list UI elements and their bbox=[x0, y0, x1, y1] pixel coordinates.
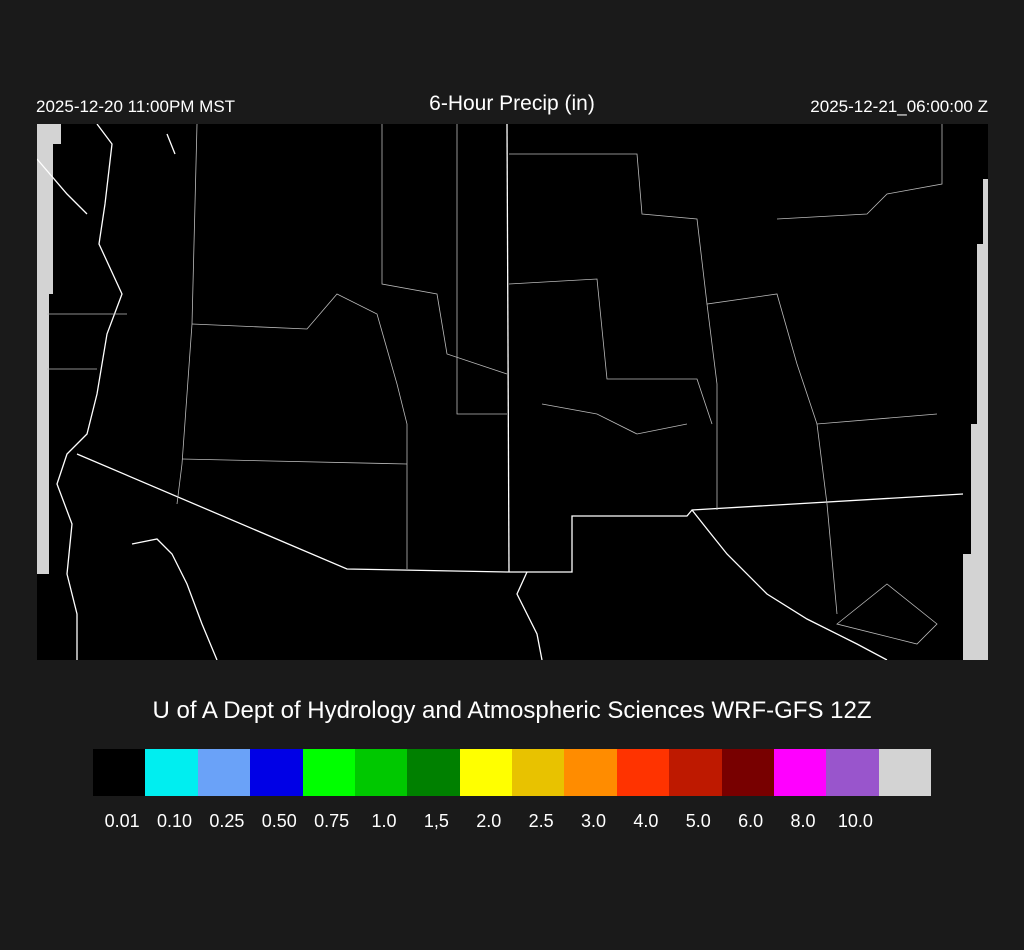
outside-domain-left bbox=[37, 124, 61, 574]
colorbar-swatch bbox=[407, 749, 460, 796]
colorbar-swatch bbox=[459, 749, 512, 796]
colorbar-label: 8.0 bbox=[790, 811, 816, 831]
map-boundaries bbox=[36, 123, 988, 661]
precip-map bbox=[36, 123, 988, 661]
county-lines bbox=[47, 123, 943, 645]
colorbar-swatch bbox=[616, 749, 670, 796]
colorbar-swatch bbox=[250, 749, 303, 796]
colorbar-label: 2.5 bbox=[528, 811, 554, 831]
colorbar-swatch bbox=[669, 749, 722, 796]
model-credit: U of A Dept of Hydrology and Atmospheric… bbox=[152, 697, 872, 724]
colorbar-swatch bbox=[354, 749, 408, 796]
colorbar-swatch bbox=[302, 749, 355, 796]
colorbar-swatch bbox=[145, 749, 198, 796]
colorbar-label: 1,5 bbox=[423, 811, 449, 831]
colorbar-swatch bbox=[93, 749, 146, 796]
coastline-and-borders bbox=[36, 123, 964, 661]
colorbar-swatch bbox=[197, 749, 251, 796]
colorbar-label: 4.0 bbox=[633, 811, 659, 831]
colorbar-label: 0.75 bbox=[314, 811, 350, 831]
valid-time-local: 2025-12-20 11:00PM MST bbox=[36, 97, 236, 116]
map-title: 6-Hour Precip (in) bbox=[429, 92, 595, 115]
valid-time-utc: 2025-12-21_06:00:00 Z bbox=[810, 97, 988, 116]
colorbar-label: 5.0 bbox=[685, 811, 711, 831]
colorbar-label: 1.0 bbox=[371, 811, 397, 831]
colorbar-label: 0.01 bbox=[104, 811, 140, 831]
colorbar-label: 0.50 bbox=[261, 811, 297, 831]
colorbar-label: 2.0 bbox=[476, 811, 502, 831]
colorbar-labels: 0.01 0.10 0.25 0.50 0.75 1.0 1,5 2.0 2.5 3.0 4.0 5.… bbox=[105, 811, 920, 835]
colorbar-label: 6.0 bbox=[738, 811, 764, 831]
colorbar-label: 10.0 bbox=[837, 811, 873, 831]
colorbar-swatch bbox=[721, 749, 774, 796]
colorbar-swatch bbox=[826, 749, 879, 796]
outside-domain-right bbox=[963, 179, 988, 660]
colorbar-swatch bbox=[878, 749, 931, 796]
colorbar-swatch bbox=[512, 749, 565, 796]
precip-colorbar bbox=[93, 749, 931, 796]
colorbar-swatch bbox=[564, 749, 617, 796]
colorbar-label: 0.10 bbox=[157, 811, 193, 831]
colorbar-swatch bbox=[773, 749, 827, 796]
colorbar-label: 3.0 bbox=[581, 811, 607, 831]
colorbar-label: 0.25 bbox=[209, 811, 245, 831]
